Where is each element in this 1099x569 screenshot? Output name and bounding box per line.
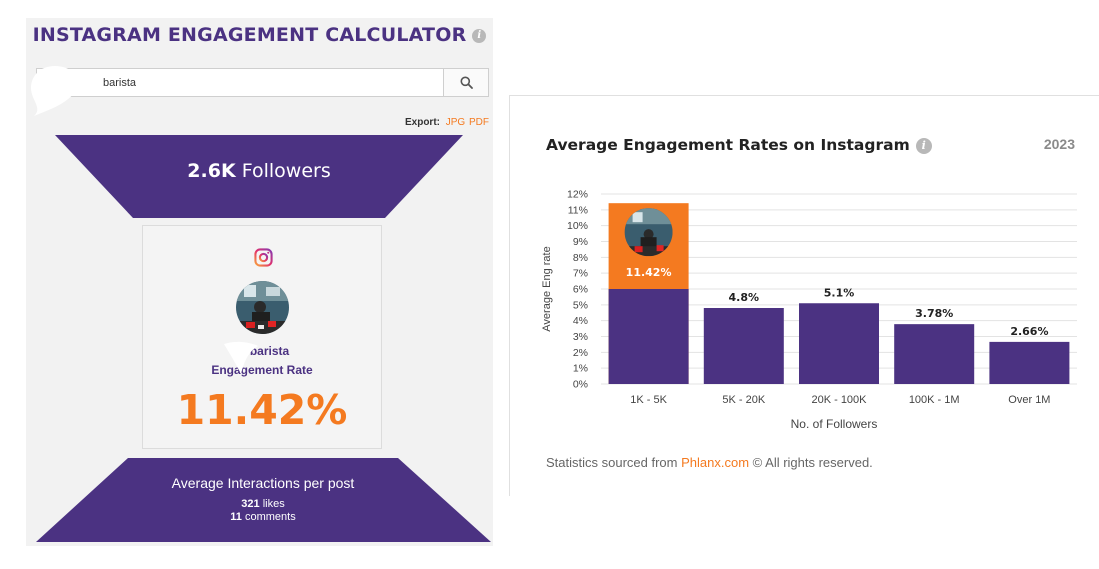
y-tick-label: 11% [568, 204, 588, 216]
highlight-label: 11.42% [626, 266, 672, 279]
source-link[interactable]: Phlanx.com [681, 455, 750, 470]
comments-label: comments [244, 511, 296, 523]
source-suffix: © All rights reserved. [752, 455, 873, 470]
calculator-title-text: INSTAGRAM ENGAGEMENT CALCULATOR [32, 24, 467, 46]
likes-label: likes [262, 498, 285, 510]
comments-value: 11 [230, 511, 242, 523]
x-axis-label: No. of Followers [791, 417, 878, 431]
map-pin-icon [31, 66, 78, 116]
chart-year: 2023 [1043, 136, 1075, 152]
y-tick-label: 7% [573, 268, 588, 280]
followers-label: Followers [241, 160, 331, 182]
engagement-rate-label: Engagement Rate [211, 363, 313, 377]
chart-title: Average Engagement Rates on Instagram i [546, 136, 932, 154]
source-note: Statistics sourced from Phlanx.com © All… [546, 455, 873, 470]
redaction-mark [224, 341, 258, 374]
bar [989, 341, 1070, 384]
y-tick-label: 12% [567, 189, 588, 201]
followers-count: 2.6K Followers [55, 160, 463, 182]
profile-card: @ barista Engagement Rate 11.42% [142, 225, 382, 449]
engagement-calculator-panel: INSTAGRAM ENGAGEMENT CALCULATOR i Export:… [26, 18, 493, 546]
y-tick-label: 10% [567, 220, 588, 232]
info-icon[interactable]: i [472, 28, 487, 43]
x-tick-label: 5K - 20K [722, 394, 765, 406]
likes-line: 321 likes [26, 498, 500, 510]
engagement-rate-value: 11.42% [176, 386, 348, 434]
export-label: Export: [404, 117, 440, 128]
y-axis-label: Average Eng rate [541, 246, 553, 331]
engagement-stats-panel: Average Engagement Rates on Instagram i 2… [509, 95, 1099, 496]
export-jpg-link[interactable]: JPG [445, 117, 466, 128]
y-tick-label: 3% [573, 331, 588, 343]
interactions-title: Average Interactions per post [171, 475, 355, 491]
profile-avatar [236, 281, 289, 334]
chart-title-text: Average Engagement Rates on Instagram [546, 136, 910, 154]
instagram-icon[interactable] [254, 248, 273, 267]
followers-banner [55, 135, 463, 218]
bar [703, 308, 784, 384]
bar-value-label: 2.66% [1010, 325, 1048, 338]
search-input[interactable] [37, 69, 445, 96]
bar [894, 324, 975, 384]
search-bar [36, 68, 489, 97]
comments-line: 11 comments [26, 511, 500, 523]
bar [799, 303, 879, 384]
engagement-bar-chart: 0% 1% 2% 3% 4% 5% 6% 7% 8% 9% 10% 11% 12% Average Eng… [541, 189, 1077, 431]
export-bar: Export: JPG PDF [405, 117, 489, 128]
bar-value-label: 3.78% [915, 307, 953, 320]
x-tick-label: 20K - 100K [811, 394, 867, 406]
bar-value-label: 5.1% [824, 286, 855, 299]
y-tick-label: 1% [573, 363, 588, 375]
y-tick-label: 4% [573, 315, 588, 327]
y-tick-label: 0% [573, 379, 588, 391]
y-tick-label: 2% [573, 347, 588, 359]
y-tick-label: 5% [573, 299, 588, 311]
followers-value: 2.6K [187, 160, 236, 182]
x-tick-label: Over 1M [1008, 394, 1050, 406]
bar-value-label: 4.8% [729, 291, 760, 304]
likes-value: 321 [241, 498, 260, 510]
bar [608, 289, 689, 384]
search-button[interactable] [443, 69, 488, 96]
calculator-title: INSTAGRAM ENGAGEMENT CALCULATOR i [26, 24, 493, 46]
interactions-banner [36, 458, 491, 542]
export-pdf-link[interactable]: PDF [469, 117, 489, 128]
y-tick-label: 8% [573, 252, 588, 264]
y-tick-label: 9% [573, 236, 588, 248]
y-tick-label: 6% [573, 284, 588, 296]
x-tick-label: 100K - 1M [909, 394, 960, 406]
x-tick-label: 1K - 5K [630, 394, 667, 406]
source-prefix: Statistics sourced from [546, 455, 678, 470]
search-icon [460, 76, 473, 89]
bar-avatar [624, 208, 673, 257]
info-icon[interactable]: i [915, 137, 932, 154]
